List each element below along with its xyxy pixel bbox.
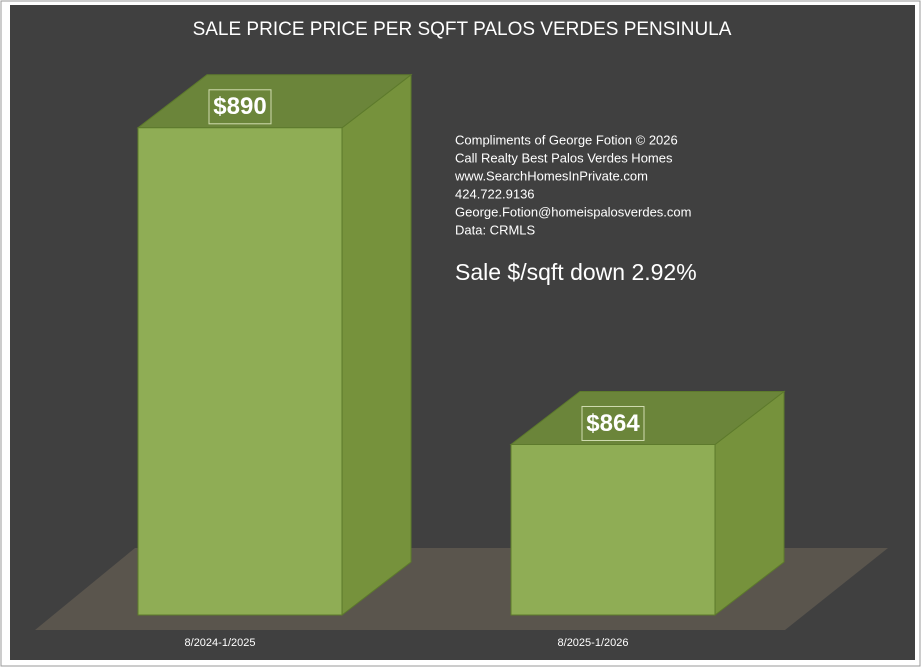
annotation: www.SearchHomesInPrivate.com [454, 168, 648, 183]
annotation: George.Fotion@homeispalosverdes.com [455, 204, 691, 219]
bar [509, 390, 786, 617]
x-tick-label: 8/2024-1/2025 [185, 637, 256, 649]
headline: Sale $/sqft down 2.92% [455, 259, 697, 285]
value-label-box [581, 405, 645, 441]
annotation: Compliments of George Fotion © 2026 [455, 132, 678, 147]
value-label: $864 [586, 410, 640, 437]
chart-title: SALE PRICE PRICE PER SQFT PALOS VERDES P… [193, 19, 732, 40]
bar-side [341, 73, 412, 617]
bar-front [137, 127, 343, 616]
annotation: Call Realty Best Palos Verdes Homes [455, 150, 673, 165]
value-label-box [208, 89, 272, 125]
bar-front [510, 443, 716, 616]
bar [136, 73, 413, 617]
x-tick-label: 8/2025-1/2026 [558, 637, 629, 649]
annotation: Data: CRMLS [455, 222, 536, 237]
annotation: 424.722.9136 [455, 186, 535, 201]
value-label: $890 [213, 93, 266, 120]
